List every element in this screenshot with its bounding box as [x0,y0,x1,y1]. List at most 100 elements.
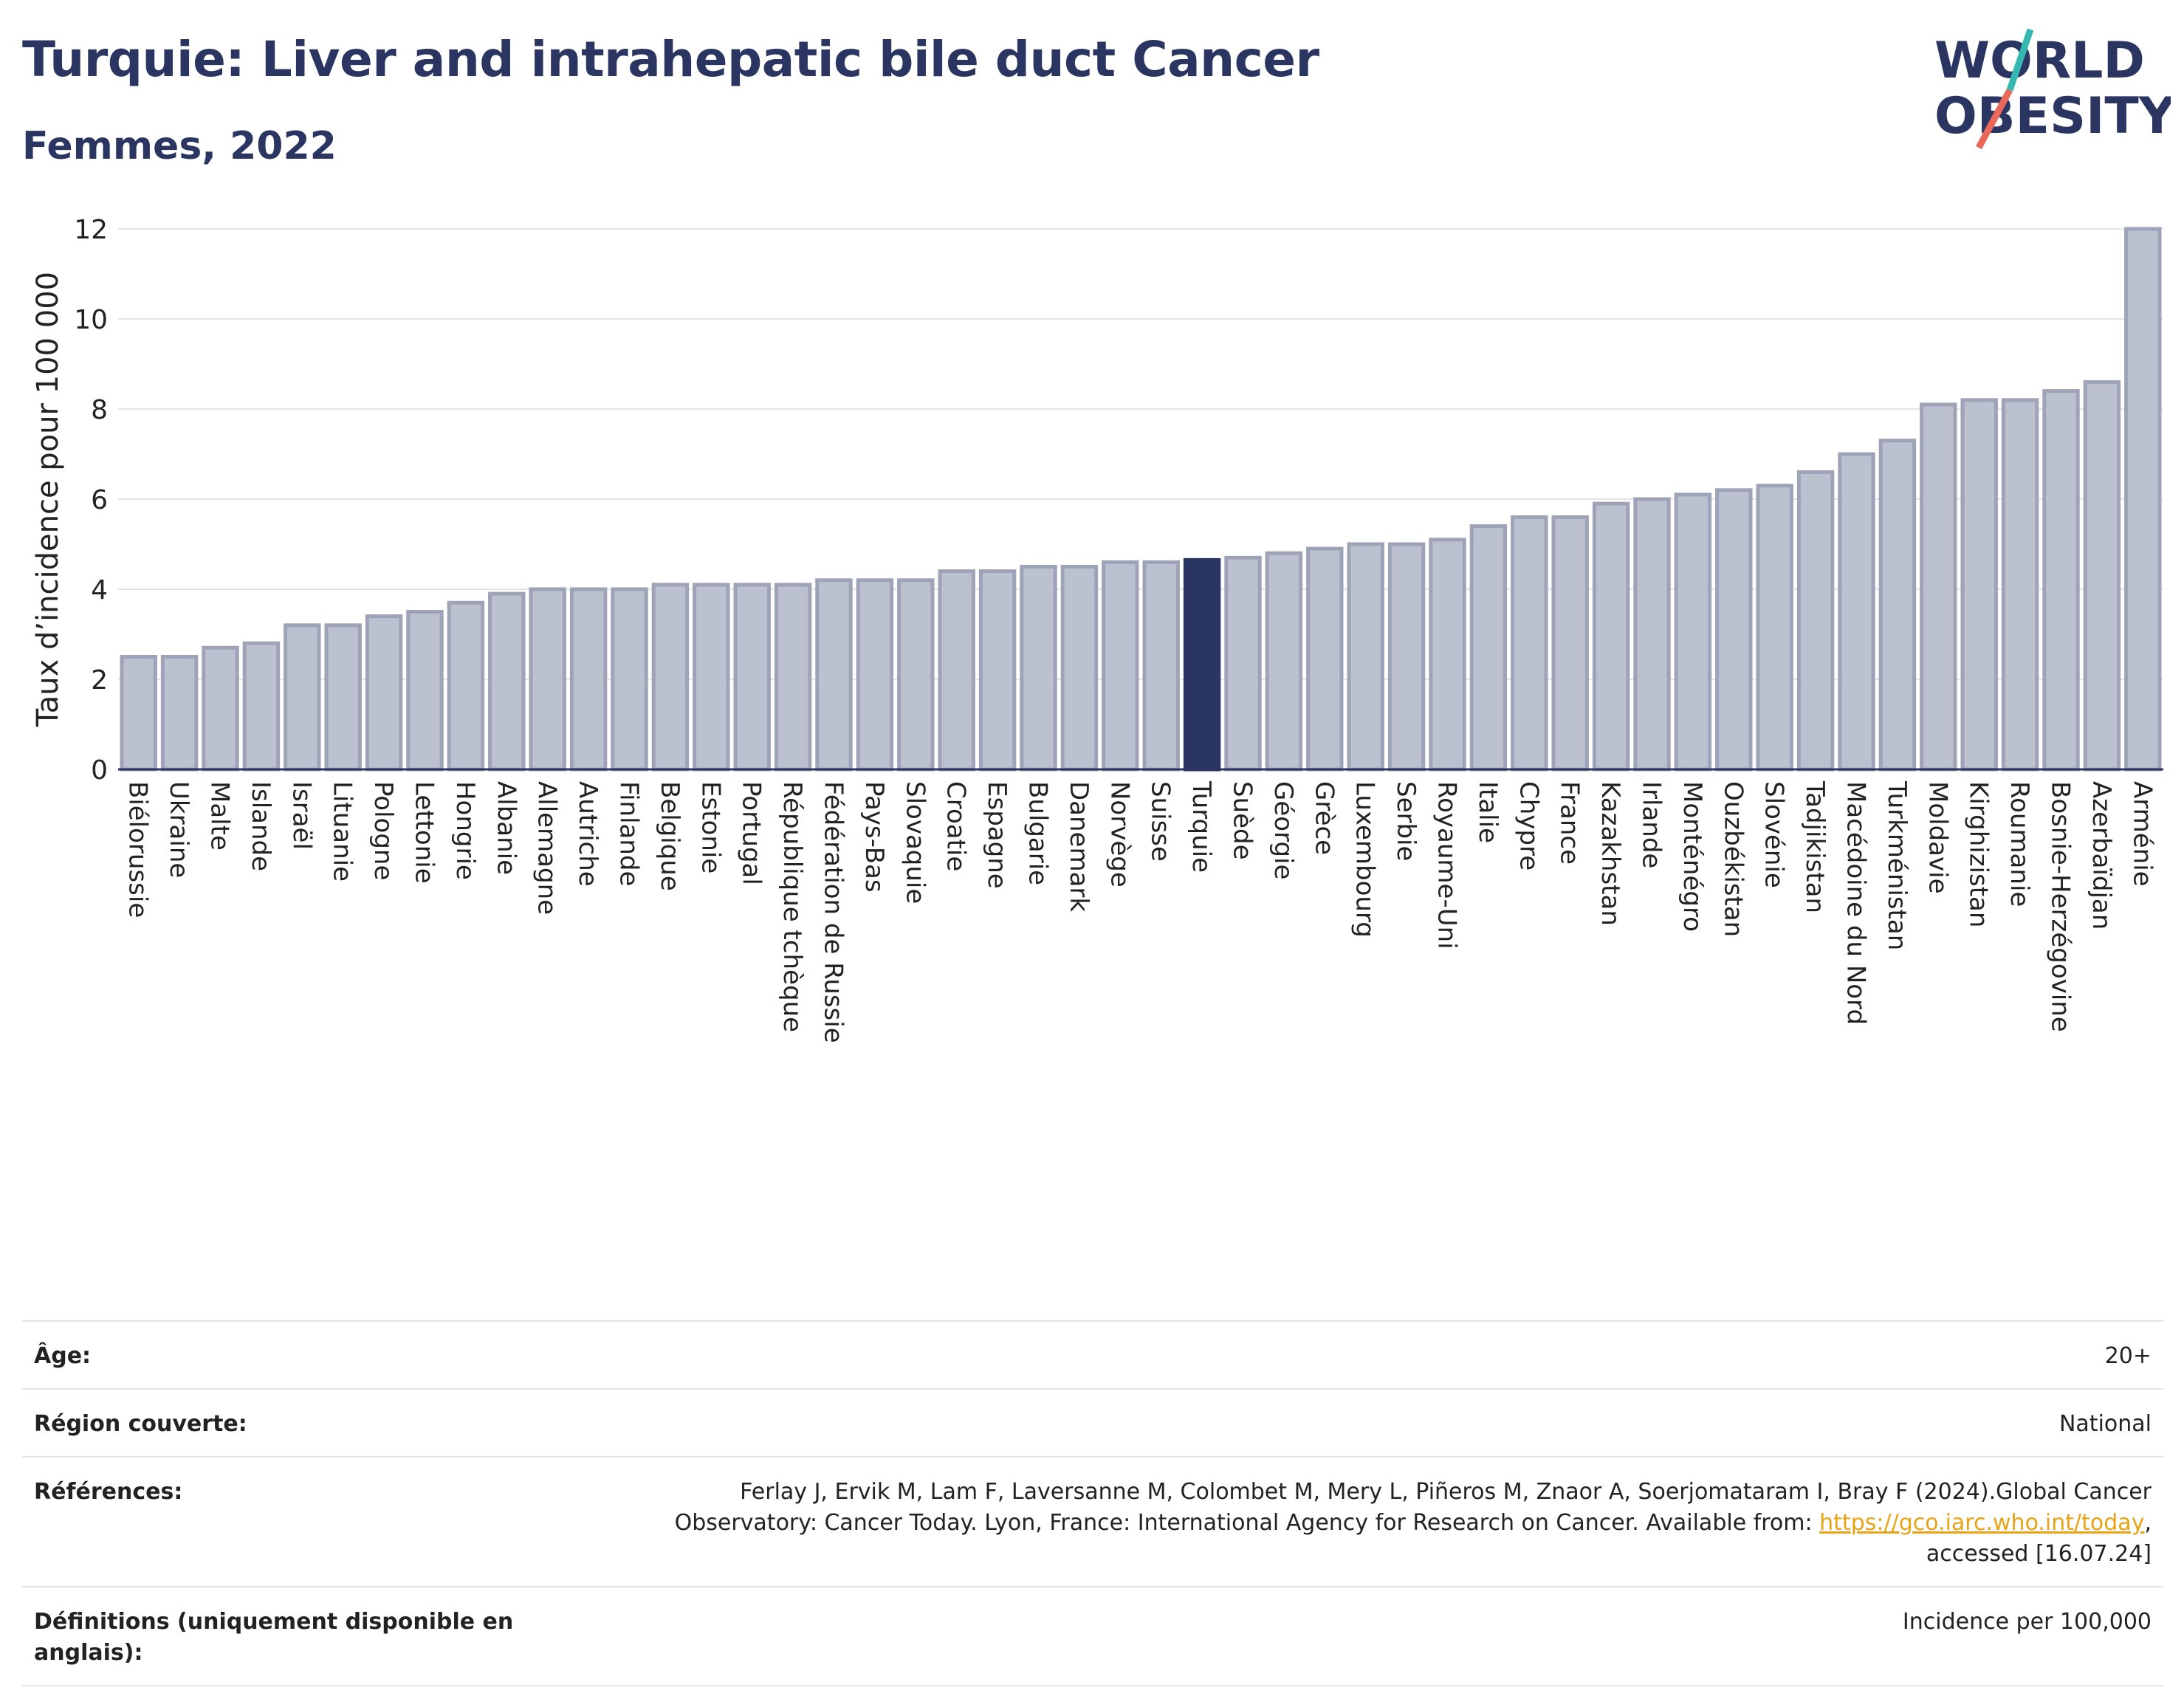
x-tick-label: Israël [286,781,316,850]
bar [242,641,281,772]
bar [611,587,648,772]
x-tick-label: Grèce [1309,781,1339,855]
y-tick-label: 4 [91,575,108,605]
bar [1020,565,1057,772]
metadata-table: Âge: 20+ Région couverte: National Référ… [22,1320,2163,1686]
x-tick-label: Irlande [1637,781,1666,868]
x-tick-label: Danemark [1064,781,1093,912]
x-tick-label: Islande [246,781,275,871]
bar [1633,497,1671,772]
logo-line1: WORLD [1934,32,2145,90]
x-tick-label: Lettonie [410,781,439,884]
bar [569,587,608,772]
bar [693,583,730,772]
x-tick-label: Pays-Bas [859,781,889,893]
bar [1551,515,1589,772]
region-value: National [2058,1411,2152,1437]
meta-row-references: Références: Ferlay J, Ervik M, Lam F, La… [22,1456,2163,1586]
x-tick-label: Royaume-Uni [1432,781,1462,950]
bar [324,623,362,772]
bar [1920,402,1957,772]
x-tick-label: Allemagne [532,781,562,915]
x-tick-label: Kazakhstan [1596,781,1625,926]
references-label: Références: [34,1479,183,1505]
x-tick-label: Turkménistan [1882,780,1912,950]
bar [365,614,403,772]
bar [2124,227,2162,772]
bar [1960,398,1998,772]
y-tick-label: 0 [91,755,108,786]
reference-line-2: Observatory: Cancer Today. Lyon, France:… [551,1508,2152,1539]
x-tick-label: Belgique [655,781,684,891]
logo-slash-teal [2006,28,2034,92]
bar [2083,380,2121,772]
bar [938,569,975,772]
bar [1878,439,1917,772]
bar [1429,538,1466,772]
bar [774,583,812,772]
x-tick-label: France [1555,781,1584,865]
x-tick-label: Macédoine du Nord [1841,781,1871,1025]
bar [1838,452,1875,772]
y-tick-label: 8 [91,395,108,425]
x-tick-label: Estonie [696,781,725,873]
bar [1756,484,1793,772]
bar [1102,560,1139,772]
x-tick-label: Ukraine [164,781,193,878]
y-tick-label: 2 [91,665,108,696]
bar [1469,524,1508,772]
bar [1796,470,1835,772]
x-tick-label: Arménie [2127,781,2157,887]
x-tick-label: Croatie [941,781,971,871]
reference-comma: , [2144,1510,2152,1536]
x-tick-label: Serbie [1391,781,1421,861]
bar [733,583,771,772]
bar [120,655,157,772]
bar [1592,501,1630,772]
definitions-label: Définitions (uniquement disponible en an… [34,1609,514,1666]
bar [978,569,1017,772]
bar [1306,546,1344,772]
world-obesity-logo: WORLD OBESITY [1934,28,2171,150]
x-tick-label: Portugal [737,781,766,885]
x-tick-label: République tchèque [777,781,807,1032]
x-tick-label: Bosnie-Herzégovine [2046,781,2075,1032]
x-tick-label: Espagne [982,781,1012,889]
bar [1387,542,1426,772]
x-tick-label: Monténégro [1678,781,1707,932]
x-tick-label: Bulgarie [1023,781,1053,885]
x-axis-ticks: Biélorussie Ukraine Malte Islande Israël Litu… [123,780,2157,1043]
x-tick-label: Moldavie [1923,781,1952,894]
bar [447,600,485,772]
bar [1674,492,1712,772]
bar [1142,560,1180,772]
bar [897,578,935,772]
x-tick-label: Hongrie [450,781,480,880]
y-tick-label: 12 [74,215,108,245]
y-axis-title: Taux d’incidence pour 100 000 [31,272,65,727]
y-axis-ticks: 0 2 4 6 8 10 12 [74,215,108,786]
x-tick-label: Lituanie [328,781,357,882]
references-value: Ferlay J, Ervik M, Lam F, Laversanne M, … [551,1477,2152,1570]
x-tick-label: Ouzbékistan [1718,781,1748,937]
bar [651,583,690,772]
y-tick-label: 10 [74,305,108,335]
meta-row-region: Région couverte: National [22,1388,2163,1456]
region-label: Région couverte: [34,1411,247,1437]
reference-text-2: Observatory: Cancer Today. Lyon, France:… [674,1510,1820,1536]
x-tick-label: Chypre [1514,781,1543,871]
bar [1347,542,1384,772]
x-tick-label: Pologne [368,781,398,880]
reference-line-3: accessed [16.07.24] [1926,1541,2152,1567]
bar [529,587,566,772]
bar [1224,555,1262,772]
reference-link[interactable]: https://gco.iarc.who.int/today [1819,1510,2145,1536]
bar [160,655,199,772]
bar [2001,398,2039,772]
x-tick-label: Fédération de Russie [819,781,848,1043]
chart-subtitle: Femmes, 2022 [22,124,337,168]
bar [1060,565,1099,772]
bars [120,227,2162,772]
x-tick-label: Autriche [573,781,602,887]
x-tick-label: Géorgie [1268,781,1298,879]
